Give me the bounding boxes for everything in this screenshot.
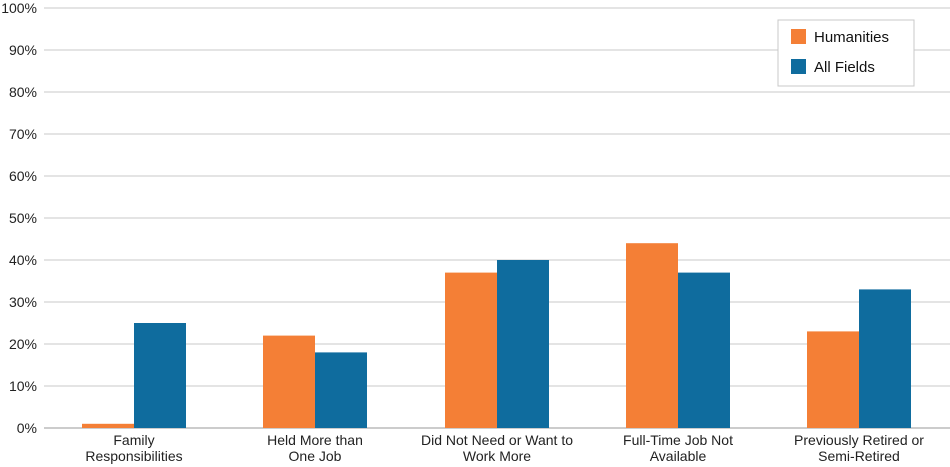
legend-label-humanities: Humanities <box>814 29 889 46</box>
bar-all-fields <box>497 260 549 428</box>
x-category-label: Full-Time Job Not Available <box>623 432 733 464</box>
x-axis-labels: Family Responsibilities Held More than One … <box>85 432 924 464</box>
legend-label-all-fields: All Fields <box>814 59 875 76</box>
bar-all-fields <box>134 323 186 428</box>
x-category-label: Previously Retired or Semi-Retired <box>794 432 924 464</box>
y-tick-label: 80% <box>9 84 37 100</box>
y-tick-label: 20% <box>9 336 37 352</box>
y-tick-label: 70% <box>9 126 37 142</box>
y-tick-label: 0% <box>17 420 37 436</box>
bar-humanities <box>807 331 859 428</box>
y-tick-label: 50% <box>9 210 37 226</box>
y-tick-label: 40% <box>9 252 37 268</box>
x-category-label: Did Not Need or Want to Work More <box>421 432 573 464</box>
y-tick-label: 100% <box>1 0 37 16</box>
bar-all-fields <box>678 272 730 428</box>
y-axis-ticks: 0% 10% 20% 30% 40% 50% 60% 70% 80% 90% 100% <box>1 0 37 436</box>
y-tick-label: 10% <box>9 378 37 394</box>
legend-swatch-humanities <box>791 29 806 44</box>
y-tick-label: 30% <box>9 294 37 310</box>
bar-all-fields <box>859 289 911 428</box>
x-category-label: Held More than One Job <box>267 432 363 464</box>
bar-all-fields <box>315 352 367 428</box>
bar-humanities <box>263 335 315 428</box>
legend-swatch-all-fields <box>791 59 806 74</box>
y-tick-label: 60% <box>9 168 37 184</box>
bar-humanities <box>445 272 497 428</box>
x-category-label: Family Responsibilities <box>85 432 182 464</box>
bar-humanities <box>82 423 134 428</box>
legend: Humanities All Fields <box>777 19 915 87</box>
bar-humanities <box>626 243 678 428</box>
y-tick-label: 90% <box>9 42 37 58</box>
bars <box>82 243 911 428</box>
